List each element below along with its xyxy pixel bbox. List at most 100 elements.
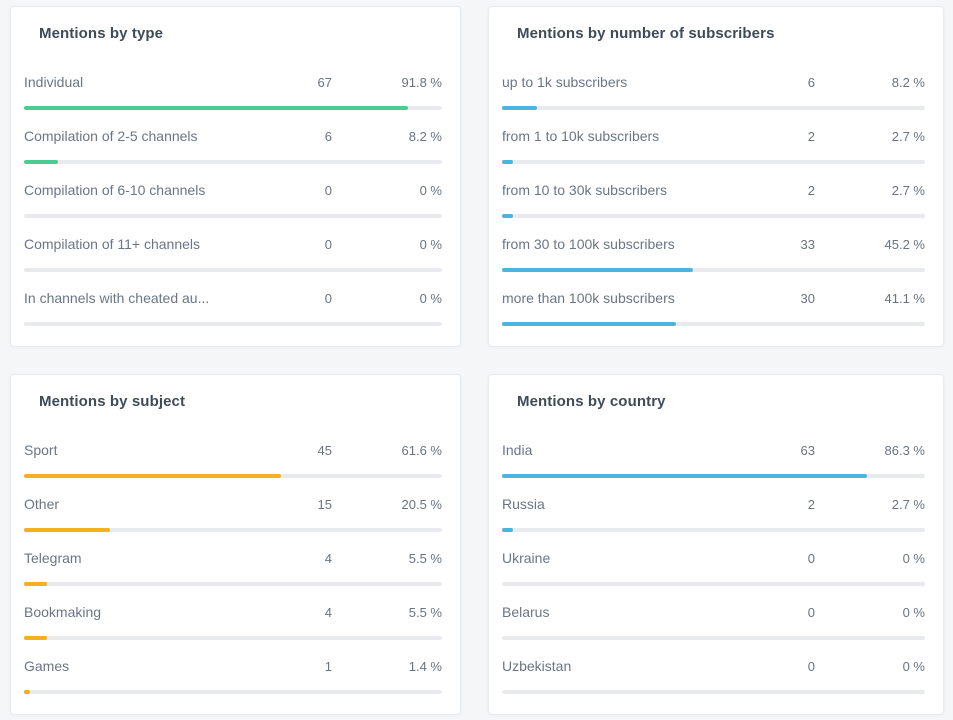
stat-row: India 63 86.3 % xyxy=(502,424,925,478)
row-label: Compilation of 6-10 channels xyxy=(24,182,206,198)
stat-row: Telegram 4 5.5 % xyxy=(24,532,442,586)
bar-track xyxy=(502,690,925,694)
row-label: more than 100k subscribers xyxy=(502,290,675,306)
row-label: Compilation of 2-5 channels xyxy=(24,128,198,144)
stat-row: from 30 to 100k subscribers 33 45.2 % xyxy=(502,218,925,272)
row-count: 33 xyxy=(800,237,815,252)
bar-track xyxy=(502,106,925,110)
row-percent: 20.5 % xyxy=(401,497,442,512)
bar-fill xyxy=(24,106,408,110)
bar-track xyxy=(24,582,442,586)
row-count: 30 xyxy=(800,291,815,306)
bar-track xyxy=(502,636,925,640)
row-count: 0 xyxy=(807,551,815,566)
stat-row: more than 100k subscribers 30 41.1 % xyxy=(502,272,925,326)
row-count: 0 xyxy=(807,659,815,674)
stat-row: Compilation of 6-10 channels 0 0 % xyxy=(24,164,442,218)
row-percent: 0 % xyxy=(902,551,925,566)
stat-row: Russia 2 2.7 % xyxy=(502,478,925,532)
row-count: 0 xyxy=(807,605,815,620)
panel-mentions-by-country: Mentions by country India 63 86.3 % Russ… xyxy=(488,374,944,715)
stat-row: Compilation of 2-5 channels 6 8.2 % xyxy=(24,110,442,164)
row-percent: 2.7 % xyxy=(891,183,925,198)
bar-track xyxy=(502,214,925,218)
row-count: 0 xyxy=(324,183,332,198)
row-label: Individual xyxy=(24,74,84,90)
row-count: 2 xyxy=(807,129,815,144)
row-label: Other xyxy=(24,496,60,512)
bar-fill xyxy=(502,106,537,110)
bar-fill xyxy=(502,214,514,218)
row-label: Bookmaking xyxy=(24,604,102,620)
row-label: Telegram xyxy=(24,550,82,566)
bar-track xyxy=(24,214,442,218)
bar-fill xyxy=(502,474,868,478)
row-count: 45 xyxy=(317,443,332,458)
stat-row: Other 15 20.5 % xyxy=(24,478,442,532)
row-count: 67 xyxy=(317,75,332,90)
bar-track xyxy=(502,528,925,532)
bar-fill xyxy=(24,582,47,586)
row-percent: 5.5 % xyxy=(408,605,442,620)
row-percent: 8.2 % xyxy=(891,75,925,90)
row-percent: 91.8 % xyxy=(401,75,442,90)
row-percent: 1.4 % xyxy=(408,659,442,674)
panel-mentions-by-subject: Mentions by subject Sport 45 61.6 % Othe… xyxy=(10,374,461,715)
row-label: Ukraine xyxy=(502,550,551,566)
row-percent: 0 % xyxy=(419,291,442,306)
row-count: 4 xyxy=(324,605,332,620)
row-label: up to 1k subscribers xyxy=(502,74,628,90)
row-label: from 30 to 100k subscribers xyxy=(502,236,675,252)
row-count: 15 xyxy=(317,497,332,512)
stat-row: Sport 45 61.6 % xyxy=(24,424,442,478)
row-count: 2 xyxy=(807,183,815,198)
row-count: 0 xyxy=(324,237,332,252)
row-label: from 10 to 30k subscribers xyxy=(502,182,667,198)
stat-row: from 10 to 30k subscribers 2 2.7 % xyxy=(502,164,925,218)
bar-fill xyxy=(24,636,47,640)
row-label: Sport xyxy=(24,442,58,458)
stat-row: Uzbekistan 0 0 % xyxy=(502,640,925,694)
row-count: 0 xyxy=(324,291,332,306)
bar-track xyxy=(24,106,442,110)
bar-track xyxy=(502,268,925,272)
bar-fill xyxy=(502,268,694,272)
row-percent: 5.5 % xyxy=(408,551,442,566)
bar-fill xyxy=(24,528,110,532)
bar-track xyxy=(24,322,442,326)
row-count: 6 xyxy=(807,75,815,90)
panel-title: Mentions by country xyxy=(517,393,666,410)
row-label: In channels with cheated au... xyxy=(24,290,210,306)
bar-fill xyxy=(502,528,514,532)
stat-row: Individual 67 91.8 % xyxy=(24,56,442,110)
row-count: 63 xyxy=(800,443,815,458)
bar-track xyxy=(24,474,442,478)
row-percent: 0 % xyxy=(419,183,442,198)
bar-fill xyxy=(24,474,282,478)
bar-track xyxy=(502,322,925,326)
row-percent: 41.1 % xyxy=(884,291,925,306)
stat-row: from 1 to 10k subscribers 2 2.7 % xyxy=(502,110,925,164)
row-percent: 2.7 % xyxy=(891,497,925,512)
row-count: 1 xyxy=(324,659,332,674)
stat-row: In channels with cheated au... 0 0 % xyxy=(24,272,442,326)
row-label: Compilation of 11+ channels xyxy=(24,236,201,252)
bar-track xyxy=(24,636,442,640)
panel-title: Mentions by type xyxy=(39,25,164,42)
bar-track xyxy=(502,474,925,478)
stat-row: Belarus 0 0 % xyxy=(502,586,925,640)
row-label: Russia xyxy=(502,496,545,512)
row-percent: 0 % xyxy=(902,605,925,620)
panel-title: Mentions by subject xyxy=(39,393,186,410)
stat-row: Ukraine 0 0 % xyxy=(502,532,925,586)
stat-row: Compilation of 11+ channels 0 0 % xyxy=(24,218,442,272)
row-label: Games xyxy=(24,658,70,674)
row-percent: 0 % xyxy=(902,659,925,674)
panel-title: Mentions by number of subscribers xyxy=(517,25,775,42)
bar-track xyxy=(502,582,925,586)
bar-track xyxy=(502,160,925,164)
row-label: India xyxy=(502,442,533,458)
row-label: Belarus xyxy=(502,604,550,620)
row-count: 2 xyxy=(807,497,815,512)
